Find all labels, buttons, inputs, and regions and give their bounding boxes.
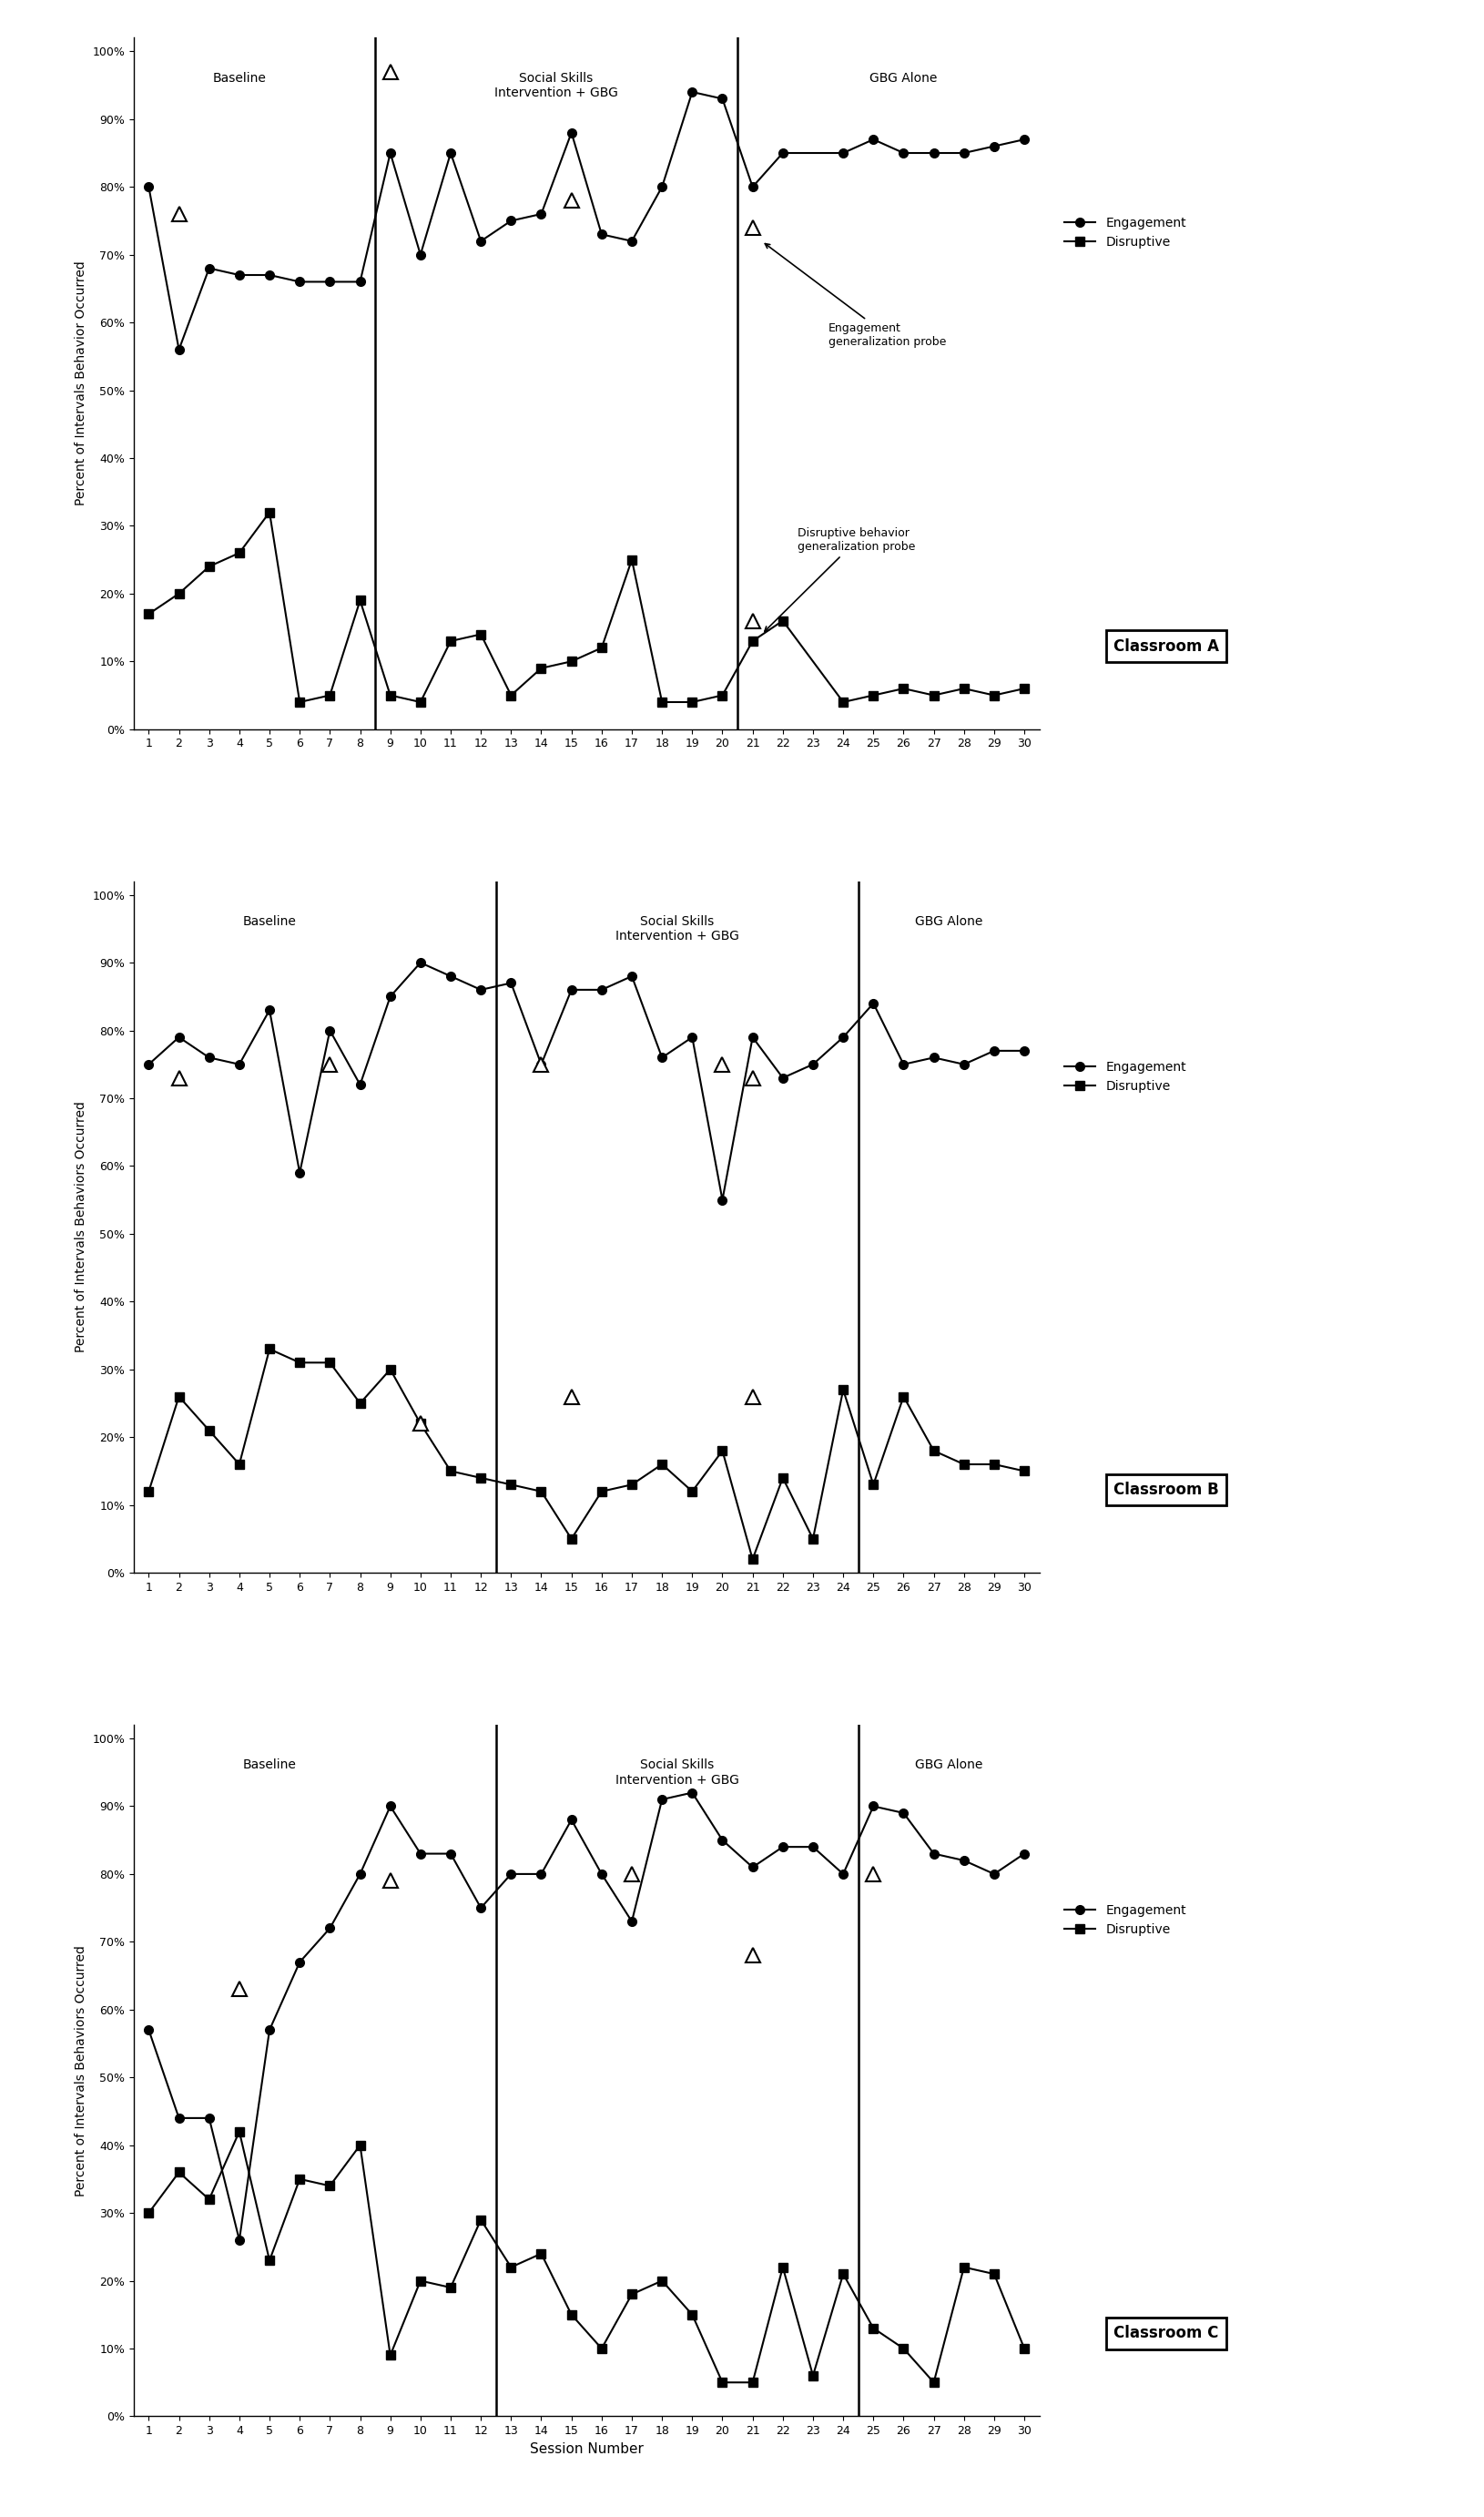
Text: GBG Alone: GBG Alone (870, 70, 936, 86)
Text: Classroom A: Classroom A (1113, 637, 1218, 654)
Legend: Engagement, Disruptive: Engagement, Disruptive (1063, 1903, 1186, 1936)
Text: Engagement
generalization probe: Engagement generalization probe (764, 244, 945, 347)
Text: Social Skills
Intervention + GBG: Social Skills Intervention + GBG (614, 1759, 739, 1787)
Text: Baseline: Baseline (212, 70, 266, 86)
Text: Baseline: Baseline (242, 1759, 297, 1772)
Text: Social Skills
Intervention + GBG: Social Skills Intervention + GBG (614, 916, 739, 944)
X-axis label: Session Number: Session Number (530, 2441, 643, 2457)
Y-axis label: Percent of Intervals Behaviors Occurred: Percent of Intervals Behaviors Occurred (74, 1102, 88, 1352)
Text: GBG Alone: GBG Alone (914, 916, 982, 929)
Text: Baseline: Baseline (242, 916, 297, 929)
Legend: Engagement, Disruptive: Engagement, Disruptive (1063, 1060, 1186, 1092)
Text: GBG Alone: GBG Alone (914, 1759, 982, 1772)
Text: Classroom C: Classroom C (1113, 2326, 1218, 2341)
Text: Social Skills
Intervention + GBG: Social Skills Intervention + GBG (494, 70, 617, 98)
Legend: Engagement, Disruptive: Engagement, Disruptive (1063, 216, 1186, 249)
Text: Disruptive behavior
generalization probe: Disruptive behavior generalization probe (764, 529, 916, 632)
Y-axis label: Percent of Intervals Behavior Occurred: Percent of Intervals Behavior Occurred (74, 262, 88, 506)
Text: Classroom B: Classroom B (1113, 1483, 1218, 1498)
Y-axis label: Percent of Intervals Behaviors Occurred: Percent of Intervals Behaviors Occurred (74, 1946, 88, 2197)
